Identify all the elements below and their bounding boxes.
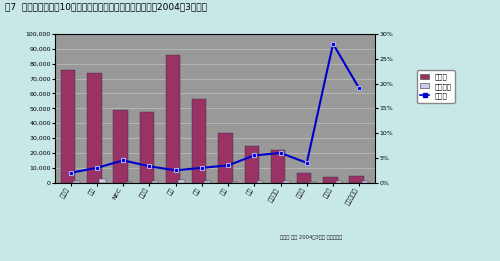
Bar xyxy=(204,181,211,183)
Line: 利益率: 利益率 xyxy=(68,41,362,175)
Bar xyxy=(61,70,76,183)
Bar xyxy=(140,112,154,183)
Text: （出所 各社 2004年3月期 決算より）: （出所 各社 2004年3月期 決算より） xyxy=(280,235,342,240)
利益率 xyxy=(252,154,258,157)
利益率 xyxy=(172,169,178,172)
Bar xyxy=(310,182,316,183)
Bar xyxy=(114,110,128,183)
利益率 xyxy=(278,151,283,155)
Bar xyxy=(323,177,338,183)
利益率 xyxy=(120,159,126,162)
利益率 xyxy=(199,166,205,169)
Bar xyxy=(152,181,158,183)
利益率 xyxy=(146,165,152,168)
Bar xyxy=(257,181,264,183)
利益率 xyxy=(304,161,310,164)
利益率 xyxy=(225,164,231,167)
Bar xyxy=(166,55,180,183)
Bar xyxy=(283,181,290,183)
利益率 xyxy=(356,87,362,90)
Bar xyxy=(192,99,206,183)
Bar xyxy=(126,182,132,183)
Bar xyxy=(87,73,102,183)
Bar xyxy=(230,182,237,183)
Bar xyxy=(100,179,106,183)
Bar xyxy=(244,146,259,183)
Bar xyxy=(297,173,312,183)
Bar xyxy=(178,180,184,183)
利益率 xyxy=(94,166,100,169)
利益率 xyxy=(330,42,336,45)
Text: 図7  総合家電メーカ10社と電気・電子部品メーカを比較（2004年3月期）: 図7 総合家電メーカ10社と電気・電子部品メーカを比較（2004年3月期） xyxy=(5,3,207,11)
Bar xyxy=(218,133,232,183)
Legend: 売上高, 営業利益, 利益率: 売上高, 営業利益, 利益率 xyxy=(417,70,455,103)
Bar xyxy=(336,181,342,183)
Bar xyxy=(270,150,285,183)
Bar xyxy=(362,181,368,183)
Bar xyxy=(350,176,364,183)
利益率 xyxy=(68,171,73,174)
Bar xyxy=(73,181,80,183)
